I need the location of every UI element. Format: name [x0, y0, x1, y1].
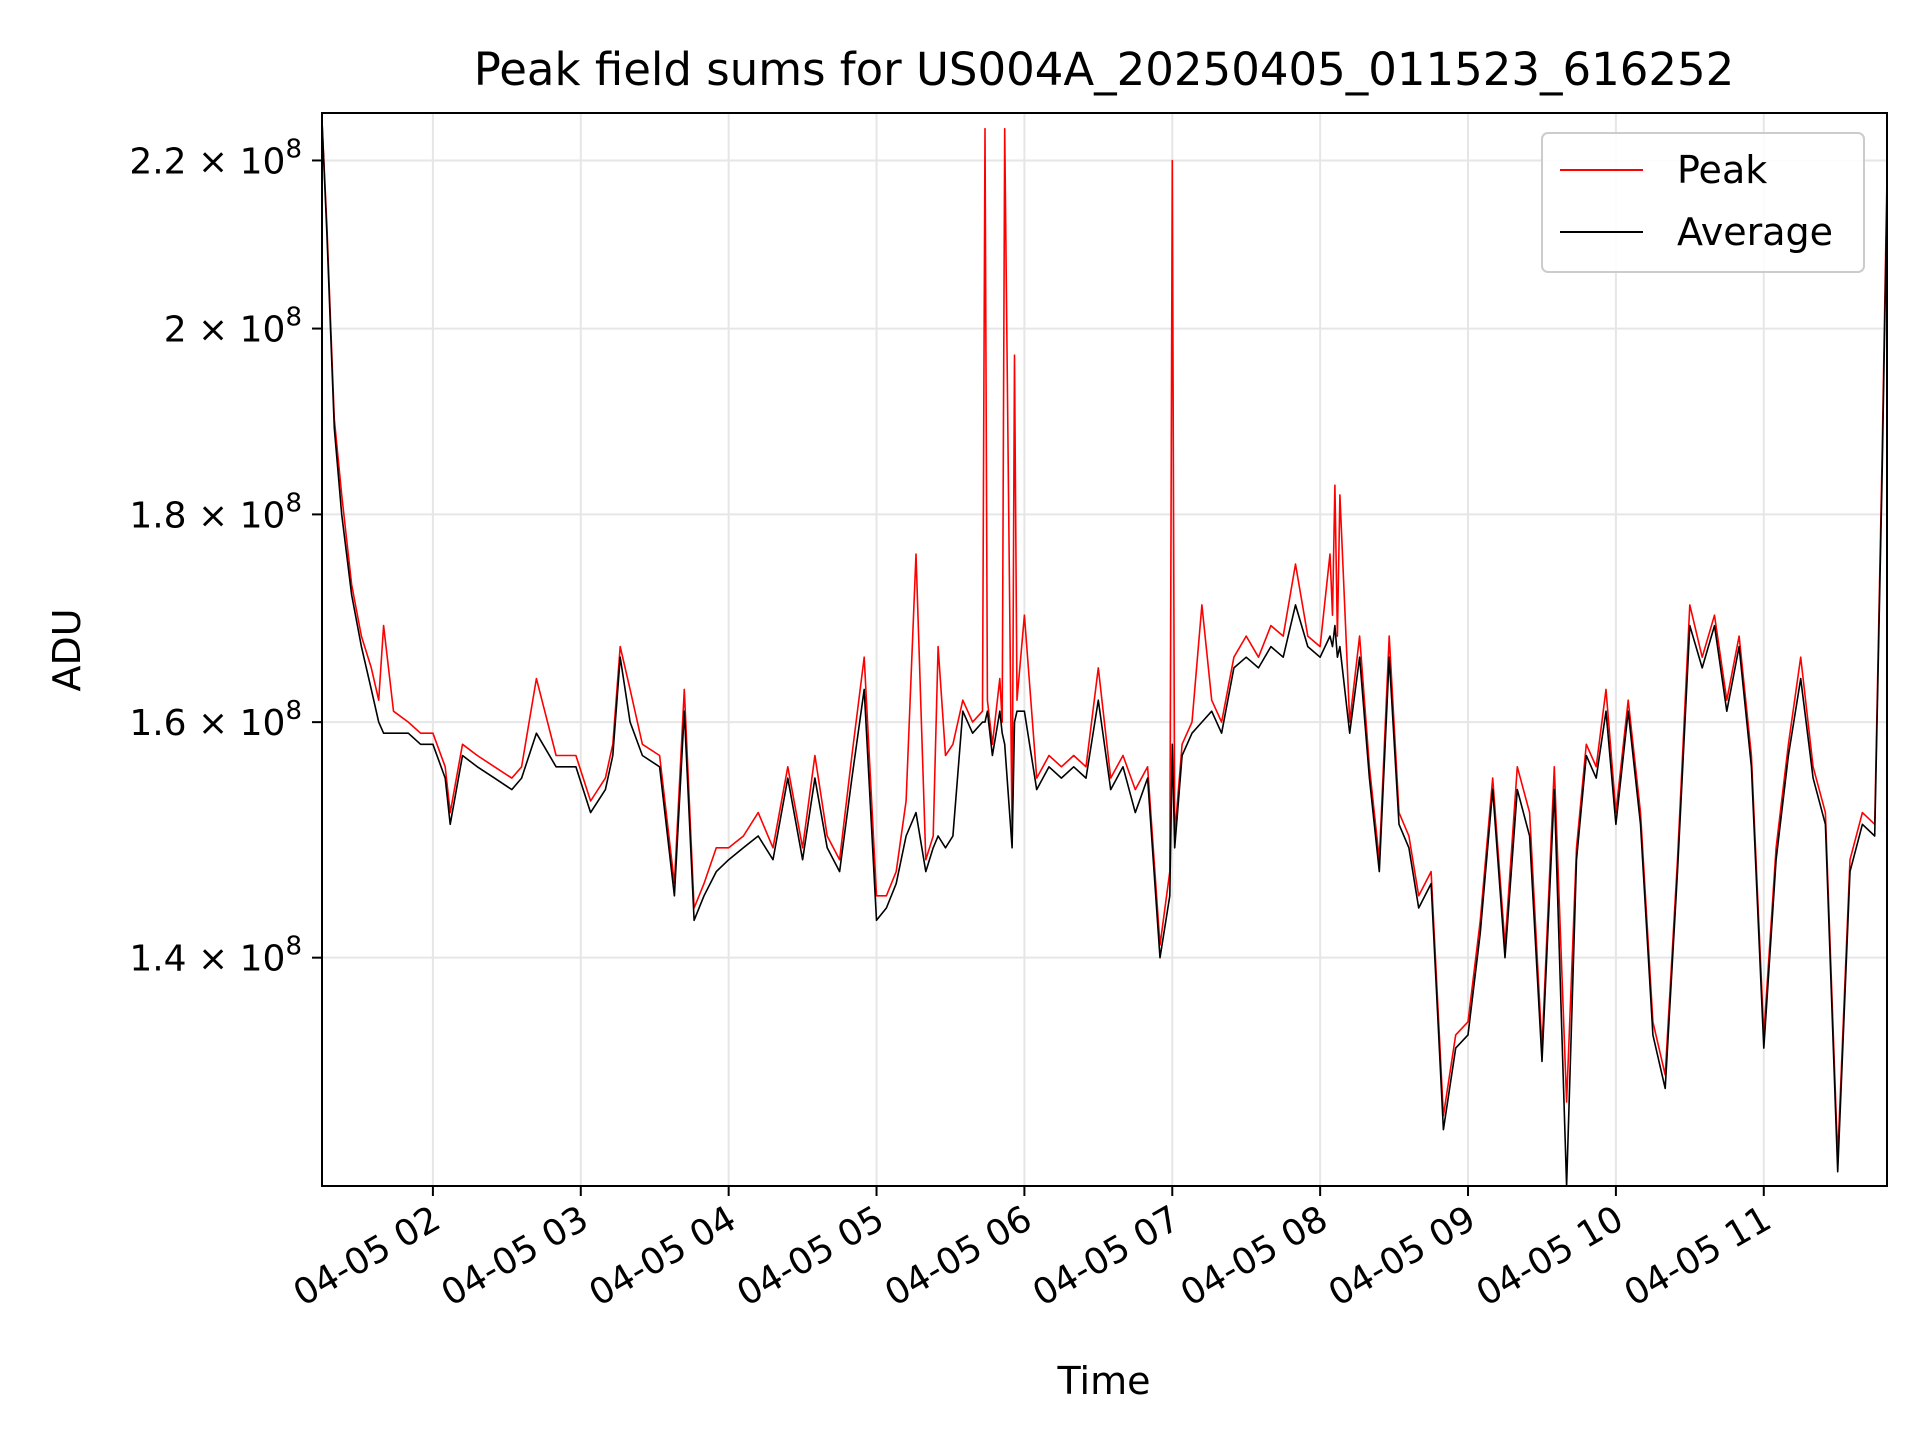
legend-label-peak: Peak — [1677, 148, 1767, 192]
series-line-average — [321, 120, 1888, 1187]
x-axis-label: Time — [1057, 1359, 1151, 1403]
y-tick-label-1: 1.6 × 108 — [129, 696, 302, 744]
chart-title: Peak field sums for US004A_20250405_0115… — [474, 43, 1735, 96]
y-axis: 1.4 × 108 1.6 × 108 1.8 × 108 2 × 108 2.2 × … — [129, 134, 322, 980]
y-tick-label-0: 1.4 × 108 — [129, 932, 302, 980]
y-tick-label-4: 2.2 × 108 — [129, 134, 302, 182]
legend: Peak Average — [1541, 132, 1865, 273]
legend-label-average: Average — [1677, 210, 1833, 254]
y-tick-label-2: 1.8 × 108 — [129, 488, 302, 536]
plot-frame — [321, 112, 1888, 1187]
series-line-peak — [321, 120, 1888, 1159]
y-axis-label: ADU — [45, 608, 89, 691]
y-tick-label-3: 2 × 108 — [164, 303, 302, 351]
series-layer — [321, 120, 1888, 1187]
legend-frame — [1541, 132, 1865, 273]
plot-area-background — [322, 113, 1887, 1186]
